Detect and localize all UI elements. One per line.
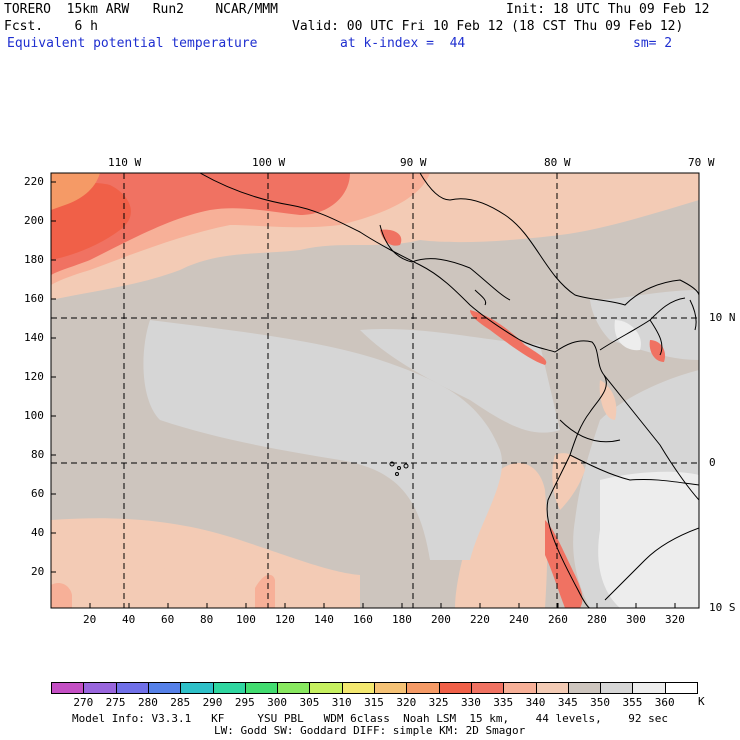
colorbar-cell xyxy=(567,682,602,694)
colorbar-cell xyxy=(212,682,246,694)
colorbar-unit: K xyxy=(698,695,705,708)
map-frame xyxy=(50,172,700,609)
field-name: Equivalent potential temperature xyxy=(7,36,258,51)
x-tick-label: 220 xyxy=(470,613,490,626)
colorbar-cell xyxy=(438,682,472,694)
colorbar-label: 300 xyxy=(267,696,288,709)
lon-label-100w: 100 W xyxy=(252,156,286,169)
colorbar-cell xyxy=(309,682,343,694)
x-tick-label: 200 xyxy=(431,613,451,626)
y-tick-label: 180 xyxy=(24,253,44,266)
y-axis-ticks xyxy=(51,181,56,573)
lat-label-10s: 10 S xyxy=(709,601,736,614)
y-tick-label: 20 xyxy=(31,565,45,578)
x-tick-label: 120 xyxy=(275,613,295,626)
lat-label-10n: 10 N xyxy=(709,311,736,324)
lon-label-110w: 110 W xyxy=(108,156,142,169)
colorbar-label: 280 xyxy=(137,696,158,709)
x-tick-label: 260 xyxy=(548,613,568,626)
colorbar-label: 320 xyxy=(396,696,417,709)
colorbar-label: 270 xyxy=(73,696,94,709)
colorbar-cell xyxy=(406,682,440,694)
x-tick-label: 280 xyxy=(587,613,607,626)
colorbar-cell xyxy=(470,682,505,694)
x-tick-label: 100 xyxy=(236,613,256,626)
x-axis-ticks xyxy=(89,603,676,608)
y-tick-label: 100 xyxy=(24,409,44,422)
colorbar-cell xyxy=(83,682,117,694)
lat-label-0: 0 xyxy=(709,456,716,469)
lat-lon-grid xyxy=(51,173,699,608)
x-tick-label: 40 xyxy=(122,613,136,626)
y-tick-label: 60 xyxy=(31,487,45,500)
vertical-level: at k-index = 44 xyxy=(340,36,466,51)
colorbar-cell xyxy=(503,682,537,694)
colorbar-label: 275 xyxy=(105,696,126,709)
x-tick-label: 300 xyxy=(626,613,646,626)
colorbar-cell xyxy=(115,682,149,694)
colorbar-cell xyxy=(374,682,408,694)
shaded-field xyxy=(51,173,699,608)
forecast-hour: Fcst. 6 h xyxy=(4,19,98,34)
y-tick-label: 120 xyxy=(24,370,44,383)
colorbar-cell xyxy=(244,682,279,694)
y-tick-label: 220 xyxy=(24,175,44,188)
colorbar-label: 360 xyxy=(654,696,675,709)
colorbar-label: 310 xyxy=(331,696,352,709)
colorbar-cell xyxy=(147,682,182,694)
x-tick-label: 20 xyxy=(83,613,97,626)
lon-label-80w: 80 W xyxy=(544,156,571,169)
colorbar-label: 355 xyxy=(622,696,643,709)
model-run-title: TORERO 15km ARW Run2 NCAR/MMM xyxy=(4,2,278,17)
model-info: Model Info: V3.3.1 KF YSU PBL WDM 6class… xyxy=(72,712,669,725)
colorbar-label: 340 xyxy=(525,696,546,709)
colorbar-cell xyxy=(341,682,375,694)
coastlines xyxy=(199,173,699,608)
y-tick-label: 160 xyxy=(24,292,44,305)
colorbar-label: 330 xyxy=(460,696,481,709)
y-tick-label: 80 xyxy=(31,448,45,461)
colorbar-label: 295 xyxy=(234,696,255,709)
colorbar-label: 335 xyxy=(493,696,514,709)
colorbar-label: 315 xyxy=(364,696,384,709)
x-tick-label: 180 xyxy=(392,613,412,626)
physics-info: LW: Godd SW: Goddard DIFF: simple KM: 2D… xyxy=(214,724,526,737)
y-tick-label: 200 xyxy=(24,214,44,227)
colorbar-label: 350 xyxy=(590,696,611,709)
x-tick-label: 80 xyxy=(200,613,214,626)
x-tick-label: 140 xyxy=(314,613,334,626)
colorbar-label: 305 xyxy=(299,696,320,709)
colorbar-cell xyxy=(535,682,569,694)
colorbar-label: 345 xyxy=(557,696,578,709)
x-tick-label: 240 xyxy=(509,613,529,626)
x-tick-label: 60 xyxy=(161,613,175,626)
colorbar-cell xyxy=(600,682,634,694)
lon-label-70w: 70 W xyxy=(688,156,715,169)
colorbar-cell xyxy=(180,682,214,694)
colorbar-cell xyxy=(632,682,666,694)
y-tick-label: 40 xyxy=(31,526,45,539)
colorbar-cell xyxy=(51,682,85,694)
lon-label-90w: 90 W xyxy=(400,156,427,169)
colorbar-cell xyxy=(277,682,311,694)
init-time: Init: 18 UTC Thu 09 Feb 12 xyxy=(506,2,710,17)
colorbar-label: 325 xyxy=(428,696,449,709)
colorbar-cell xyxy=(664,682,698,694)
valid-time: Valid: 00 UTC Fri 10 Feb 12 (18 CST Thu … xyxy=(292,19,684,34)
y-tick-label: 140 xyxy=(24,331,44,344)
colorbar-label: 285 xyxy=(170,696,191,709)
x-tick-label: 320 xyxy=(665,613,685,626)
colorbar-label: 290 xyxy=(202,696,223,709)
x-tick-label: 160 xyxy=(353,613,373,626)
smoothing-setting: sm= 2 xyxy=(633,36,673,51)
